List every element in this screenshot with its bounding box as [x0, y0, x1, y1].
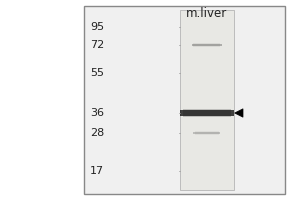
- Text: 28: 28: [90, 128, 104, 138]
- FancyBboxPatch shape: [183, 109, 231, 117]
- FancyBboxPatch shape: [180, 10, 234, 190]
- FancyBboxPatch shape: [84, 6, 285, 194]
- Text: 55: 55: [90, 68, 104, 78]
- Text: m.liver: m.liver: [186, 7, 228, 20]
- Text: 72: 72: [90, 40, 104, 50]
- FancyBboxPatch shape: [194, 43, 220, 47]
- Text: 36: 36: [90, 108, 104, 118]
- FancyBboxPatch shape: [192, 44, 222, 46]
- FancyBboxPatch shape: [180, 110, 234, 116]
- Text: 17: 17: [90, 166, 104, 176]
- FancyBboxPatch shape: [194, 132, 220, 134]
- Text: 95: 95: [90, 22, 104, 32]
- Polygon shape: [235, 109, 243, 117]
